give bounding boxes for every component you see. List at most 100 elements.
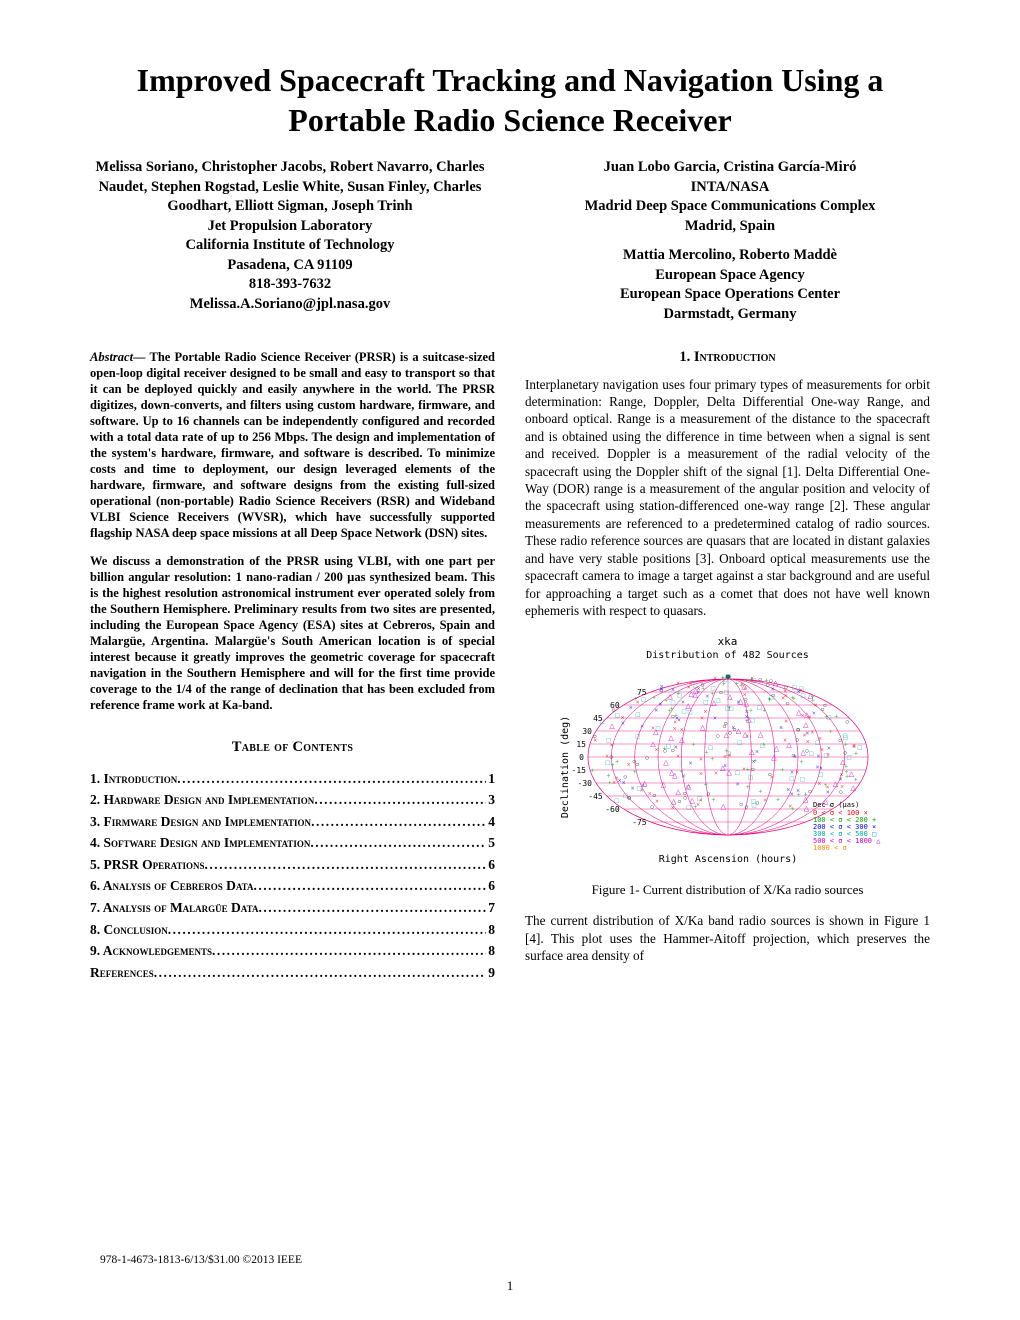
svg-text:+: + bbox=[701, 685, 705, 693]
svg-text:△: △ bbox=[609, 722, 615, 730]
svg-text:×: × bbox=[658, 701, 662, 709]
svg-text:△: △ bbox=[800, 749, 806, 757]
svg-text:×: × bbox=[617, 777, 621, 785]
svg-text:Dec σ (μas): Dec σ (μas) bbox=[813, 801, 859, 809]
svg-text:1000 < σ: 1000 < σ bbox=[813, 844, 847, 852]
toc-dots bbox=[168, 919, 486, 941]
svg-text:○: ○ bbox=[715, 732, 719, 740]
svg-text:+: + bbox=[796, 791, 800, 799]
svg-text:×: × bbox=[698, 756, 702, 764]
svg-text:+: + bbox=[828, 728, 832, 736]
svg-text:+: + bbox=[652, 694, 656, 702]
svg-text:×: × bbox=[784, 718, 788, 726]
svg-text:△: △ bbox=[804, 711, 810, 719]
svg-text:-60: -60 bbox=[605, 805, 620, 814]
section-title: Introduction bbox=[694, 349, 776, 365]
svg-text:+: + bbox=[767, 695, 771, 703]
svg-text:□: □ bbox=[614, 797, 619, 805]
toc-row: 9. Acknowledgements 8 bbox=[90, 940, 495, 962]
toc-dots bbox=[258, 897, 486, 919]
svg-text:○: ○ bbox=[718, 689, 722, 697]
svg-text:×: × bbox=[800, 712, 804, 720]
svg-text:○: ○ bbox=[845, 718, 849, 726]
svg-text:△: △ bbox=[720, 803, 726, 811]
author-org: California Institute of Technology bbox=[90, 236, 490, 256]
svg-text:○: ○ bbox=[743, 696, 747, 704]
svg-text:+: + bbox=[711, 796, 715, 804]
svg-text:×: × bbox=[783, 737, 787, 745]
svg-text:×: × bbox=[635, 699, 639, 707]
svg-text:△: △ bbox=[803, 721, 809, 729]
svg-text:△: △ bbox=[675, 789, 681, 797]
svg-text:×: × bbox=[820, 746, 824, 754]
svg-text:×: × bbox=[754, 748, 758, 756]
toc-row: 6. Analysis of Cebreros Data 6 bbox=[90, 875, 495, 897]
toc-page: 6 bbox=[486, 854, 495, 876]
intro-body: Interplanetary navigation uses four prim… bbox=[525, 376, 930, 620]
svg-text:△: △ bbox=[670, 798, 676, 806]
svg-text:○: ○ bbox=[838, 788, 842, 796]
svg-text:×: × bbox=[713, 715, 717, 723]
toc-label: 9. Acknowledgements bbox=[90, 940, 212, 962]
intro-p2: The current distribution of X/Ka band ra… bbox=[525, 912, 930, 964]
svg-text:○: ○ bbox=[626, 794, 630, 802]
svg-text:×: × bbox=[838, 776, 842, 784]
svg-text:×: × bbox=[713, 675, 717, 683]
toc-dots bbox=[311, 811, 486, 833]
right-column: 1. Introduction Interplanetary navigatio… bbox=[525, 349, 930, 984]
svg-text:○: ○ bbox=[609, 753, 613, 761]
svg-text:○: ○ bbox=[795, 736, 799, 744]
toc-row: 5. PRSR Operations 6 bbox=[90, 854, 495, 876]
svg-text:×: × bbox=[640, 723, 644, 731]
svg-text:+: + bbox=[704, 749, 708, 757]
table-of-contents: 1. Introduction 12. Hardware Design and … bbox=[90, 768, 495, 984]
svg-text:×: × bbox=[698, 771, 702, 779]
svg-text:△: △ bbox=[672, 772, 678, 780]
svg-text:△: △ bbox=[641, 780, 647, 788]
svg-text:△: △ bbox=[663, 759, 669, 767]
svg-text:○: ○ bbox=[706, 791, 710, 799]
svg-text:△: △ bbox=[772, 680, 778, 688]
svg-text:□: □ bbox=[857, 744, 862, 752]
svg-text:+: + bbox=[632, 769, 636, 777]
svg-text:+: + bbox=[843, 763, 847, 771]
svg-text:△: △ bbox=[689, 797, 695, 805]
author-city: Pasadena, CA 91109 bbox=[90, 256, 490, 276]
toc-page: 3 bbox=[486, 789, 495, 811]
svg-text:○: ○ bbox=[785, 700, 789, 708]
svg-text:○: ○ bbox=[770, 692, 774, 700]
svg-text:×: × bbox=[679, 727, 683, 735]
author-names: Melissa Soriano, Christopher Jacobs, Rob… bbox=[90, 158, 490, 217]
svg-text:△: △ bbox=[786, 741, 792, 749]
svg-text:×: × bbox=[673, 719, 677, 727]
svg-text:×: × bbox=[647, 790, 651, 798]
svg-text:×: × bbox=[675, 753, 679, 761]
svg-text:×: × bbox=[763, 797, 767, 805]
svg-text:×: × bbox=[813, 702, 817, 710]
page-number: 1 bbox=[0, 1278, 1020, 1294]
svg-text:×: × bbox=[817, 781, 821, 789]
svg-text:+: + bbox=[739, 682, 743, 690]
abstract-p2: We discuss a demonstration of the PRSR u… bbox=[90, 553, 495, 713]
svg-text:○: ○ bbox=[670, 747, 674, 755]
svg-text:×: × bbox=[802, 732, 806, 740]
svg-text:×: × bbox=[735, 781, 739, 789]
toc-dots bbox=[314, 789, 486, 811]
author-affiliation: Jet Propulsion Laboratory bbox=[90, 217, 490, 237]
svg-text:△: △ bbox=[686, 783, 692, 791]
svg-text:□: □ bbox=[710, 685, 715, 693]
svg-text:×: × bbox=[670, 686, 674, 694]
author-affiliation: European Space Operations Center bbox=[530, 285, 930, 305]
svg-text:+: + bbox=[780, 766, 784, 774]
svg-text:60: 60 bbox=[610, 701, 620, 710]
svg-text:○: ○ bbox=[758, 676, 762, 684]
svg-text:+: + bbox=[753, 757, 757, 765]
toc-label: 7. Analysis of Malargüe Data bbox=[90, 897, 258, 919]
svg-text:○: ○ bbox=[725, 673, 729, 681]
svg-text:○: ○ bbox=[732, 726, 736, 734]
author-email: Melissa.A.Soriano@jpl.nasa.gov bbox=[90, 295, 490, 315]
toc-page: 7 bbox=[486, 897, 495, 919]
author-city: Madrid, Spain bbox=[530, 217, 930, 237]
abstract-lead: Abstract— bbox=[90, 350, 146, 364]
svg-text:+: + bbox=[662, 745, 666, 753]
